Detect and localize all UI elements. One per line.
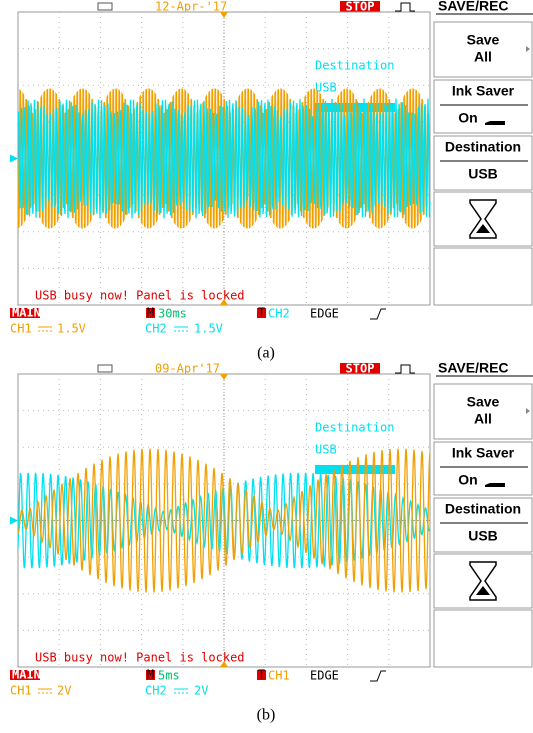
figure: 12-Apr-'17 STOP SAVE/REC Destination USB USB …: [0, 0, 533, 733]
overlay-text: USB: [315, 81, 337, 95]
timebase: 30ms: [158, 307, 187, 321]
trigger-icon: [395, 365, 415, 373]
menu-label: Ink Saver: [452, 445, 515, 461]
caption: (b): [257, 707, 276, 724]
trigger-source: CH1: [268, 669, 290, 683]
caption: (a): [257, 345, 275, 362]
overlay-text: Destination: [315, 59, 394, 73]
menu-title: SAVE/REC: [438, 0, 509, 14]
overlay-text: USB: [315, 443, 337, 457]
status: STOP: [346, 362, 375, 376]
trigger-type: EDGE: [310, 669, 339, 683]
menu-value: USB: [468, 166, 498, 182]
usb-icon: [98, 365, 112, 372]
scope-panel: 09-Apr'17 STOP SAVE/REC Destination USB USB b…: [10, 360, 533, 724]
menu-label: Destination: [445, 139, 521, 155]
edge-symbol: [370, 671, 386, 681]
trigger-marker-label: T: [258, 306, 265, 320]
ch1-scale: 2V: [57, 684, 71, 698]
menu-box: [434, 610, 532, 667]
trigger-type: EDGE: [310, 307, 339, 321]
menu-label: Destination: [445, 501, 521, 517]
trigger-source: CH2: [268, 307, 290, 321]
menu-label: All: [474, 411, 492, 427]
menu-label: Save: [467, 32, 500, 48]
ch2-scale: 1.5V: [194, 322, 223, 336]
ground-marker: [10, 517, 18, 525]
ch2-label: CH2: [145, 684, 167, 698]
ch1-label: CH1: [10, 684, 32, 698]
menu-label: Save: [467, 394, 500, 410]
timebase-marker: M: [147, 668, 154, 682]
trigger-icon: [395, 3, 415, 11]
menu-value: On: [458, 472, 477, 488]
message: USB busy now! Panel is locked: [35, 651, 245, 665]
edge-symbol: [370, 309, 386, 319]
mode: MAIN: [12, 668, 41, 682]
menu-value: On: [458, 110, 477, 126]
message: USB busy now! Panel is locked: [35, 289, 245, 303]
ch2-scale: 2V: [194, 684, 208, 698]
mode: MAIN: [12, 306, 41, 320]
date: 09-Apr'17: [155, 362, 220, 376]
ch1-label: CH1: [10, 322, 32, 336]
status: STOP: [346, 0, 375, 14]
menu-label: Ink Saver: [452, 83, 515, 99]
date: 12-Apr-'17: [155, 0, 227, 14]
ch1-scale: 1.5V: [57, 322, 86, 336]
timebase: 5ms: [158, 669, 180, 683]
menu-value: USB: [468, 528, 498, 544]
ch2-label: CH2: [145, 322, 167, 336]
menu-box: [434, 248, 532, 305]
menu-label: All: [474, 49, 492, 65]
trigger-marker-label: T: [258, 668, 265, 682]
overlay-text: Destination: [315, 421, 394, 435]
ground-marker: [10, 155, 18, 163]
usb-icon: [98, 3, 112, 10]
timebase-marker: M: [147, 306, 154, 320]
menu-title: SAVE/REC: [438, 360, 509, 376]
scope-panel: 12-Apr-'17 STOP SAVE/REC Destination USB USB …: [10, 0, 533, 362]
